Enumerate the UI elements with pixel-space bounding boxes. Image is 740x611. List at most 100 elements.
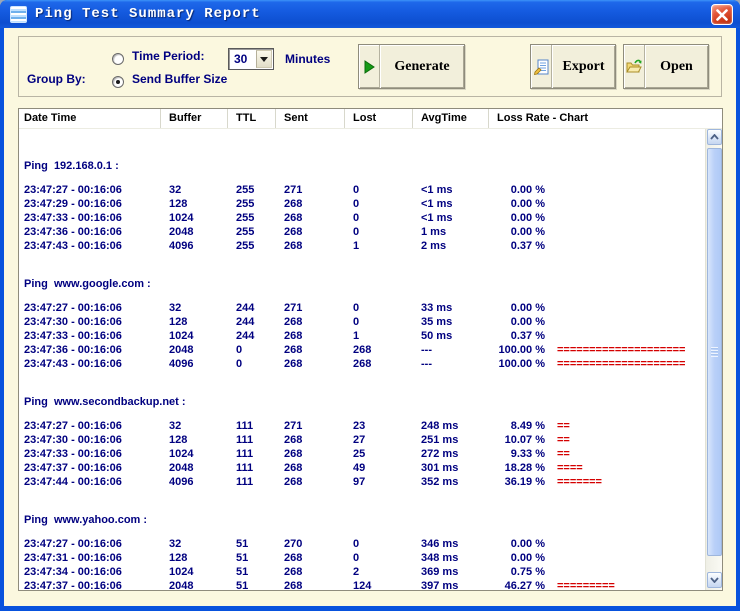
cell-lost: 0	[353, 198, 360, 210]
cell-avg: 248 ms	[421, 420, 459, 432]
cell-loss-rate: 8.49 % ==	[489, 419, 705, 433]
col-ttl[interactable]: TTL	[228, 109, 276, 128]
cell-sent: 268	[284, 448, 303, 460]
cell-avg: 397 ms	[421, 580, 459, 590]
combo-drop-button[interactable]	[256, 50, 272, 68]
loss-rate-value: 9.33 %	[510, 448, 545, 460]
cell-date: 23:47:30 - 00:16:06	[24, 434, 122, 446]
col-date-time[interactable]: Date Time	[19, 109, 161, 128]
cell-avg: 50 ms	[421, 330, 453, 342]
table-row: 23:47:30 - 00:16:06 128 111 268 27 251 ms 10.0…	[19, 433, 705, 447]
send-buffer-radio[interactable]	[112, 76, 124, 88]
ping-group-title: Ping www.yahoo.com :	[24, 514, 148, 526]
cell-buffer: 32	[169, 538, 182, 550]
cell-avg: <1 ms	[421, 198, 453, 210]
cell-lost: 0	[353, 316, 360, 328]
export-button[interactable]: Export	[530, 44, 616, 89]
time-period-select[interactable]: 30	[228, 48, 274, 70]
export-document-icon	[533, 59, 548, 75]
cell-loss-rate: 100.00 % ====================	[489, 357, 705, 371]
loss-rate-value: 0.00 %	[510, 184, 545, 196]
app-icon	[10, 6, 27, 23]
cell-ttl: 255	[236, 240, 255, 252]
col-loss-rate-chart[interactable]: Loss Rate - Chart	[497, 112, 589, 124]
table-row: 23:47:36 - 00:16:06 2048 0 268 268 --- 100.00 …	[19, 343, 705, 357]
loss-rate-value: 0.00 %	[510, 226, 545, 238]
col-lost[interactable]: Lost	[345, 109, 413, 128]
control-panel	[18, 36, 722, 97]
cell-buffer: 2048	[169, 344, 194, 356]
cell-lost: 124	[353, 580, 372, 590]
cell-sent: 268	[284, 434, 303, 446]
cell-date: 23:47:31 - 00:16:06	[24, 552, 122, 564]
time-period-value: 30	[234, 52, 248, 66]
col-sent[interactable]: Sent	[276, 109, 345, 128]
cell-avg: 369 ms	[421, 566, 459, 578]
cell-loss-rate: 10.07 % ==	[489, 433, 705, 447]
generate-button[interactable]: Generate	[358, 44, 465, 89]
cell-date: 23:47:27 - 00:16:06	[24, 420, 122, 432]
table-row: 23:47:29 - 00:16:06 128 255 268 0 <1 ms 0.00 %	[19, 197, 705, 211]
cell-buffer: 128	[169, 316, 188, 328]
cell-ttl: 111	[236, 462, 254, 474]
cell-ttl: 255	[236, 226, 255, 238]
cell-avg: 301 ms	[421, 462, 459, 474]
cell-sent: 268	[284, 226, 303, 238]
col-avgtime[interactable]: AvgTime	[413, 109, 489, 128]
cell-lost: 0	[353, 552, 360, 564]
cell-sent: 268	[284, 566, 303, 578]
cell-avg: 33 ms	[421, 302, 453, 314]
cell-buffer: 128	[169, 552, 188, 564]
cell-buffer: 4096	[169, 358, 194, 370]
time-period-radio[interactable]	[112, 53, 124, 65]
scroll-up-button[interactable]	[707, 129, 722, 145]
cell-ttl: 244	[236, 316, 255, 328]
cell-loss-rate: 9.33 % ==	[489, 447, 705, 461]
loss-rate-value: 0.37 %	[510, 240, 545, 252]
cell-lost: 97	[353, 476, 366, 488]
cell-lost: 25	[353, 448, 366, 460]
loss-chart-bar: ====================	[557, 358, 686, 370]
table-row: 23:47:30 - 00:16:06 128 244 268 0 35 ms 0.00 %	[19, 315, 705, 329]
close-icon	[716, 8, 728, 21]
ping-group: Ping 192.168.0.1 :23:47:27 - 00:16:06 32 2…	[19, 159, 705, 253]
play-icon	[364, 59, 375, 74]
cell-buffer: 2048	[169, 226, 194, 238]
open-button[interactable]: Open	[623, 44, 709, 89]
cell-sent: 268	[284, 476, 303, 488]
cell-date: 23:47:37 - 00:16:06	[24, 580, 122, 590]
chevron-down-icon	[710, 577, 719, 583]
table-row: 23:47:37 - 00:16:06 2048 111 268 49 301 ms 18.…	[19, 461, 705, 475]
close-button[interactable]	[711, 4, 733, 25]
table-row: 23:47:27 - 00:16:06 32 244 271 0 33 ms 0.00 %	[19, 301, 705, 315]
vertical-scrollbar[interactable]	[705, 129, 722, 590]
cell-lost: 2	[353, 566, 360, 578]
scroll-down-button[interactable]	[707, 572, 722, 588]
cell-buffer: 128	[169, 198, 188, 210]
table-row: 23:47:34 - 00:16:06 1024 51 268 2 369 ms 0.75 …	[19, 565, 705, 579]
cell-loss-rate: 0.00 %	[489, 315, 705, 329]
table-row: 23:47:31 - 00:16:06 128 51 268 0 348 ms 0.00 %	[19, 551, 705, 565]
cell-loss-rate: 100.00 % ====================	[489, 343, 705, 357]
ping-group-title: Ping 192.168.0.1 :	[24, 160, 119, 172]
cell-loss-rate: 0.37 %	[489, 329, 705, 343]
cell-sent: 268	[284, 240, 303, 252]
cell-loss-rate: 0.00 %	[489, 183, 705, 197]
table-row: 23:47:33 - 00:16:06 1024 255 268 0 <1 ms 0.00 …	[19, 211, 705, 225]
cell-ttl: 51	[236, 552, 249, 564]
scrollbar-thumb[interactable]	[707, 148, 722, 556]
send-buffer-label[interactable]: Send Buffer Size	[132, 72, 228, 86]
col-buffer[interactable]: Buffer	[161, 109, 228, 128]
title-bar[interactable]: Ping Test Summary Report	[0, 0, 740, 28]
table-row: 23:47:44 - 00:16:06 4096 111 268 97 352 ms 36.…	[19, 475, 705, 489]
cell-ttl: 255	[236, 184, 255, 196]
cell-loss-rate: 46.27 % =========	[489, 579, 705, 590]
loss-rate-value: 100.00 %	[498, 358, 545, 370]
cell-date: 23:47:33 - 00:16:06	[24, 448, 122, 460]
loss-rate-value: 0.75 %	[510, 566, 545, 578]
cell-avg: 348 ms	[421, 552, 459, 564]
minutes-label: Minutes	[285, 52, 331, 66]
cell-lost: 0	[353, 184, 360, 196]
time-period-label[interactable]: Time Period:	[132, 49, 205, 63]
cell-buffer: 32	[169, 420, 182, 432]
